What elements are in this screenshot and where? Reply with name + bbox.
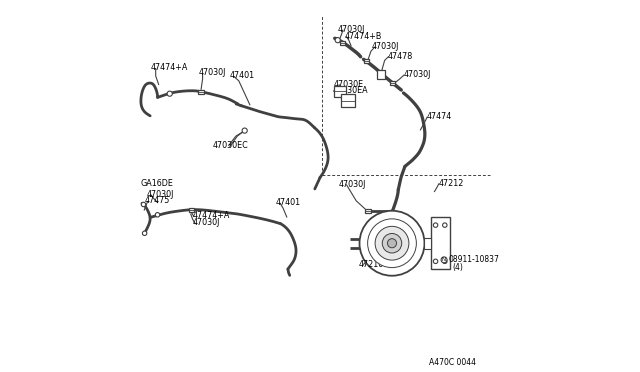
Text: 47210: 47210 — [359, 260, 384, 269]
Bar — [377, 70, 385, 78]
Bar — [364, 59, 369, 63]
Bar — [431, 217, 450, 269]
Circle shape — [141, 202, 146, 207]
Circle shape — [387, 239, 397, 248]
Circle shape — [360, 211, 424, 276]
Circle shape — [242, 128, 247, 133]
Text: 47030EC: 47030EC — [212, 141, 248, 150]
Circle shape — [382, 234, 402, 253]
Text: N: N — [442, 257, 446, 262]
Circle shape — [367, 219, 417, 267]
Text: 47474+A: 47474+A — [150, 63, 188, 72]
Text: 47030J: 47030J — [339, 180, 366, 189]
Text: 47478: 47478 — [388, 52, 413, 61]
Text: GA16DE: GA16DE — [141, 179, 174, 187]
Text: 47030J: 47030J — [338, 25, 365, 34]
Text: 47475: 47475 — [145, 196, 170, 205]
Bar — [189, 208, 195, 212]
Text: 47401: 47401 — [229, 71, 254, 80]
Bar — [365, 209, 371, 213]
Text: 08911-10837: 08911-10837 — [448, 255, 499, 264]
Text: 47030J: 47030J — [199, 68, 227, 77]
Text: 47030J: 47030J — [403, 70, 431, 79]
Text: 47030J: 47030J — [193, 218, 220, 227]
Circle shape — [375, 226, 409, 260]
Text: 47030EA: 47030EA — [333, 86, 368, 95]
Text: 47474: 47474 — [426, 112, 452, 121]
Circle shape — [167, 91, 172, 96]
Text: 47401: 47401 — [276, 198, 301, 207]
Circle shape — [433, 223, 438, 227]
Text: 47212: 47212 — [438, 179, 463, 187]
Bar — [424, 238, 431, 249]
Circle shape — [433, 259, 438, 263]
Bar — [340, 41, 346, 45]
Text: 47474+A: 47474+A — [193, 211, 230, 220]
Bar — [341, 94, 355, 107]
Text: 47474+B: 47474+B — [345, 32, 382, 41]
Circle shape — [443, 223, 447, 227]
Text: 47030E: 47030E — [334, 80, 364, 89]
Circle shape — [156, 212, 160, 217]
Text: 47030J: 47030J — [147, 190, 174, 199]
Circle shape — [441, 257, 447, 263]
Text: (4): (4) — [452, 263, 463, 272]
Bar — [334, 86, 346, 97]
Circle shape — [143, 231, 147, 235]
Bar — [390, 81, 395, 85]
Circle shape — [443, 259, 447, 263]
Bar — [198, 90, 204, 94]
Circle shape — [335, 38, 340, 43]
Text: A470C 0044: A470C 0044 — [429, 358, 476, 367]
Text: 47030J: 47030J — [372, 42, 399, 51]
